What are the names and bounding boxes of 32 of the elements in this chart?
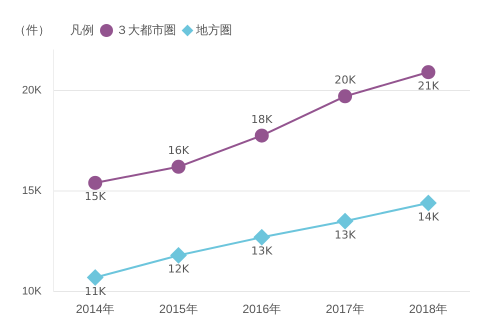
y-tick-label: 20K (22, 84, 42, 96)
point (254, 128, 269, 143)
data-label: 20K (334, 74, 356, 87)
data-label: 21K (418, 80, 440, 93)
y-tick-label: 15K (22, 184, 42, 197)
data-label: 16K (168, 144, 190, 158)
point (420, 195, 436, 212)
x-tick-label: 2017年 (326, 302, 364, 316)
y-axis-title: （件） (14, 22, 50, 39)
data-label: 14K (418, 210, 440, 224)
x-tick-label: 2018年 (409, 302, 448, 316)
point (254, 229, 270, 246)
data-label: 13K (334, 228, 356, 242)
point (88, 176, 102, 190)
x-tick-label: 2015年 (159, 302, 198, 316)
data-label: 12K (168, 262, 190, 276)
data-label: 15K (84, 190, 107, 204)
data-label: 11K (84, 284, 107, 298)
data-label: 13K (251, 244, 274, 258)
x-tick-label: 2014年 (76, 302, 115, 316)
point (170, 247, 186, 264)
legend-title: 凡例 (70, 22, 94, 39)
y-tick-label: 10K (22, 286, 42, 298)
point (337, 213, 354, 230)
point (421, 65, 436, 80)
legend-label: ３大都市圏 (116, 22, 176, 39)
legend-label: 地方圏 (196, 22, 232, 39)
x-tick-label: 2016年 (242, 302, 282, 316)
point (172, 160, 186, 174)
data-label: 18K (251, 112, 274, 126)
point (338, 89, 352, 104)
point (87, 270, 104, 286)
